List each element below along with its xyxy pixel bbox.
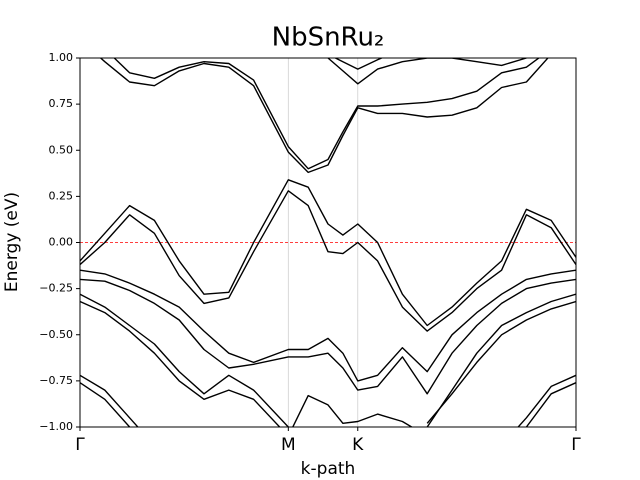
x-tick-label: Γ — [75, 435, 85, 455]
y-tick-label: −0.75 — [39, 374, 73, 387]
band-line — [80, 374, 576, 427]
y-tick-label: 0.25 — [49, 189, 74, 202]
band-line — [80, 269, 576, 382]
band-line — [333, 58, 384, 70]
bands — [80, 58, 576, 427]
y-tick-label: 0.00 — [49, 236, 74, 249]
y-tick-label: −0.25 — [39, 282, 73, 295]
y-tick-label: 0.75 — [49, 97, 74, 110]
band-line — [113, 58, 540, 170]
band-line — [80, 190, 576, 332]
band-line — [80, 278, 576, 395]
band-line — [292, 394, 414, 427]
y-axis-label: Energy (eV) — [2, 192, 22, 292]
band-line — [80, 293, 576, 427]
x-axis-label: k-path — [301, 459, 356, 479]
band-line — [99, 58, 549, 174]
axes: −1.00 −0.75 −0.50 −0.25 0.00 0.25 0.50 0.75 1.00… — [39, 51, 581, 455]
band-line — [80, 300, 576, 427]
band-line — [326, 58, 528, 85]
x-tick-label: K — [352, 435, 364, 455]
y-tick-label: −0.50 — [39, 328, 73, 341]
x-tick-label: Γ — [571, 435, 581, 455]
chart-title: NbSnRu₂ — [272, 23, 385, 53]
x-tick-label: M — [281, 435, 296, 455]
y-tick-label: −1.00 — [39, 420, 73, 433]
band-line — [80, 179, 576, 327]
band-line — [80, 382, 576, 427]
y-tick-label: 0.50 — [49, 143, 74, 156]
plot-frame — [79, 57, 577, 428]
y-tick-label: 1.00 — [49, 51, 74, 64]
